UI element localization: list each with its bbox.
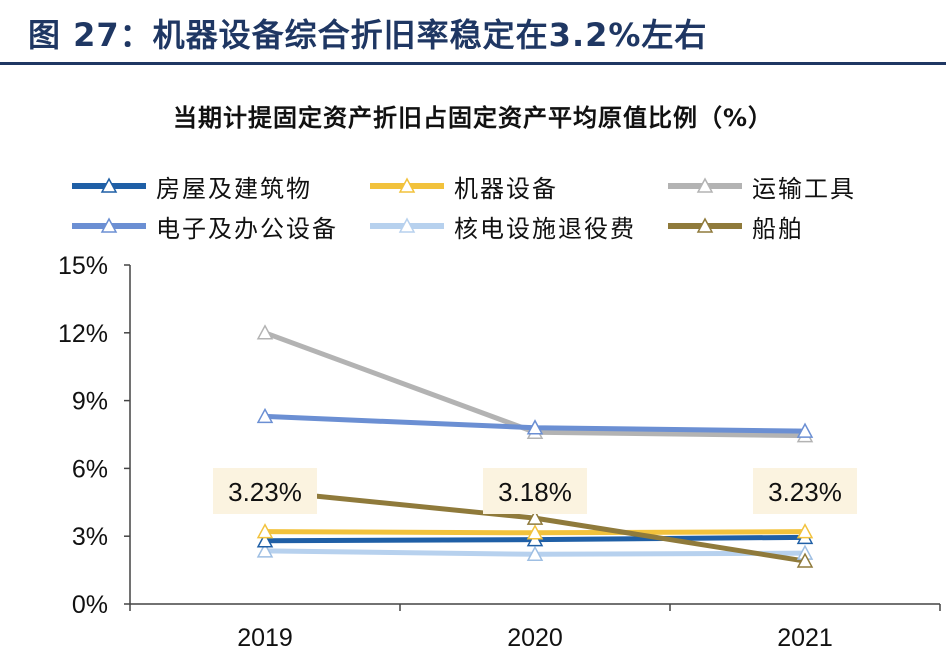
series-marker-1: [256, 523, 274, 539]
legend-swatch-3-icon: [72, 217, 146, 233]
legend-item-1: 机器设备: [368, 168, 558, 204]
legend-label-2: 运输工具: [752, 174, 856, 203]
series-marker-1: [526, 524, 544, 540]
legend-swatch-1-icon: [370, 177, 444, 193]
y-tick-label: 12%: [58, 320, 108, 348]
series-marker-3: [256, 407, 274, 424]
data-label-box: [483, 468, 587, 514]
x-tick-label: 2021: [777, 624, 833, 652]
legend-label-4: 核电设施退役费: [454, 214, 636, 243]
series-marker-5: [796, 552, 814, 568]
figure-header: 图 27：机器设备综合折旧率稳定在3.2%左右: [0, 0, 946, 65]
data-label-box: [213, 468, 317, 514]
series-marker-1: [796, 523, 814, 539]
data-label: 3.18%: [498, 477, 572, 507]
y-tick-label: 6%: [72, 455, 108, 483]
x-tick-label: 2020: [507, 624, 563, 652]
series-marker-3: [526, 419, 544, 435]
legend-swatch-5-icon: [668, 217, 742, 233]
legend-label-3: 电子及办公设备: [156, 214, 338, 243]
title-divider: [0, 62, 946, 65]
y-tick-label: 9%: [72, 388, 108, 416]
legend-item-3: 电子及办公设备: [70, 208, 338, 244]
legend-swatch-4-icon: [370, 217, 444, 233]
series-marker-0: [256, 532, 274, 548]
legend-swatch-0-icon: [72, 177, 146, 193]
data-label: 3.23%: [228, 477, 302, 507]
series-marker-2: [256, 324, 274, 340]
x-tick-label: 2019: [237, 624, 293, 652]
legend-item-5: 船舶: [666, 208, 804, 244]
series-marker-5: [526, 509, 544, 525]
series-marker-4: [256, 542, 274, 558]
legend-item-0: 房屋及建筑物: [70, 168, 312, 204]
y-tick-label: 3%: [72, 523, 108, 551]
figure-title: 图 27：机器设备综合折旧率稳定在3.2%左右: [28, 16, 708, 54]
legend-label-0: 房屋及建筑物: [156, 174, 312, 203]
data-label: 3.23%: [768, 477, 842, 507]
legend-item-2: 运输工具: [666, 168, 856, 204]
y-tick-label: 15%: [58, 252, 108, 280]
chart-legend: 房屋及建筑物 机器设备 运输工具 电子及办公设备 核电设施退役费: [70, 164, 930, 250]
legend-swatch-2-icon: [668, 177, 742, 193]
legend-label-1: 机器设备: [454, 174, 558, 203]
y-tick-label: 0%: [72, 591, 108, 619]
series-marker-3: [796, 422, 814, 438]
legend-label-5: 船舶: [752, 214, 804, 243]
series-marker-4: [526, 545, 544, 562]
legend-item-4: 核电设施退役费: [368, 208, 636, 244]
data-label-box: [753, 468, 857, 514]
chart-title: 当期计提固定资产折旧占固定资产平均原值比例（%）: [172, 104, 774, 132]
